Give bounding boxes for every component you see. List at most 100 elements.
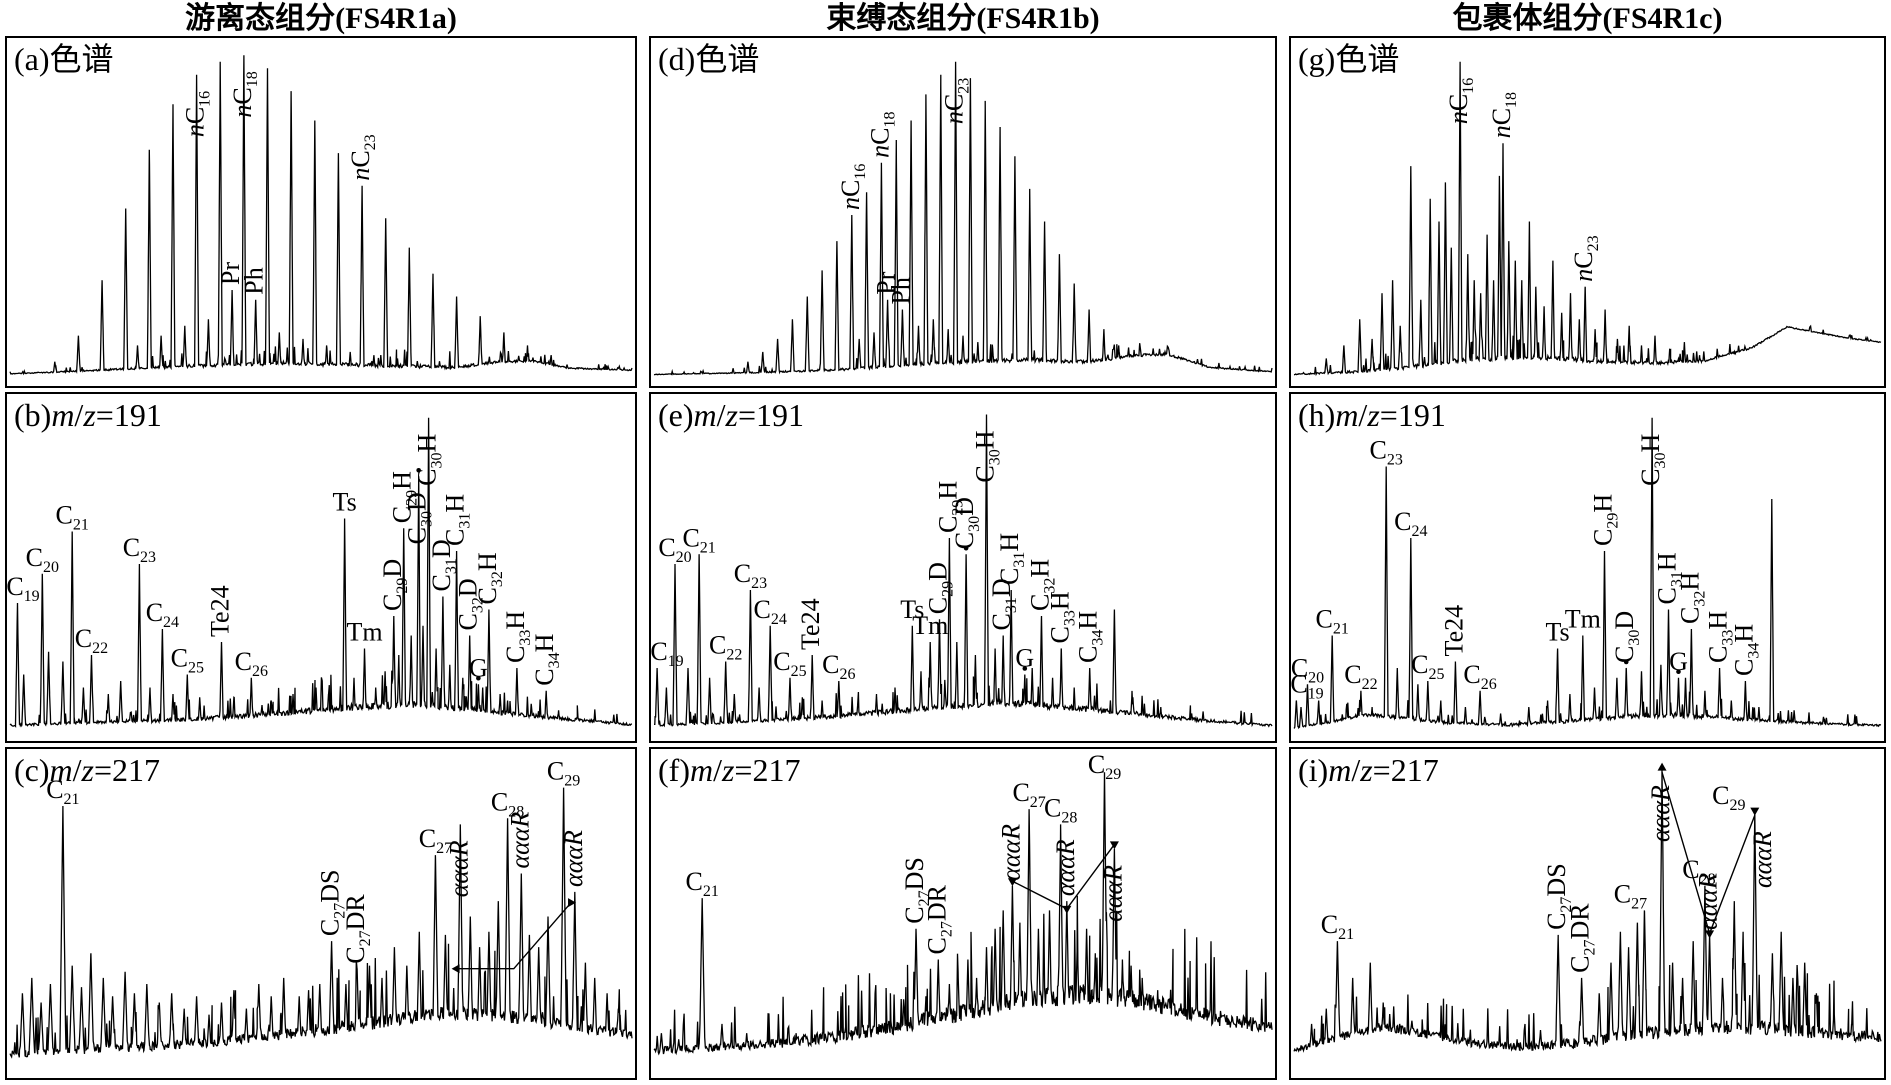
svg-text:(g)色谱: (g)色谱 xyxy=(1298,41,1399,77)
svg-text:C28: C28 xyxy=(491,787,524,820)
svg-text:C25: C25 xyxy=(1411,650,1444,683)
svg-text:C33H: C33H xyxy=(501,611,534,663)
svg-text:C27: C27 xyxy=(1614,879,1647,912)
svg-text:C25: C25 xyxy=(171,644,204,677)
panel-b-mz191-fragmentogram: C19 C20 C21 C22 C23 C24 C25 Te24 C26 Ts Tm C29D C29H… xyxy=(5,392,637,743)
svg-text:C33H: C33H xyxy=(1045,591,1078,643)
svg-text:C19: C19 xyxy=(1291,670,1324,703)
svg-text:C28: C28 xyxy=(1044,793,1077,826)
svg-text:C31H: C31H xyxy=(441,494,474,546)
svg-text:Ts: Ts xyxy=(333,488,357,517)
svg-text:C29D: C29D xyxy=(378,559,411,611)
svg-text:Tm: Tm xyxy=(346,618,382,647)
svg-text:Te24: Te24 xyxy=(205,585,234,637)
svg-text:nC16: nC16 xyxy=(836,164,869,210)
svg-text:C24: C24 xyxy=(1394,507,1427,540)
svg-text:C21: C21 xyxy=(682,523,715,556)
svg-text:C19: C19 xyxy=(7,572,40,605)
svg-text:C34H: C34H xyxy=(1729,624,1762,676)
svg-text:(c)m/z=217: (c)m/z=217 xyxy=(14,752,160,788)
trace-b xyxy=(9,417,633,728)
svg-text:C33H: C33H xyxy=(1704,611,1737,663)
trace-g xyxy=(1293,61,1882,377)
svg-text:(f)m/z=217: (f)m/z=217 xyxy=(658,752,800,788)
panel-f-mz217-fragmentogram: C21 C27DS C27DR αααR C27 C28 αααR C29 αααR (f)m/z… xyxy=(649,747,1277,1080)
svg-text:C26: C26 xyxy=(822,650,855,683)
svg-text:Ts: Ts xyxy=(900,595,924,624)
svg-text:C27DR: C27DR xyxy=(341,894,374,964)
svg-text:C29: C29 xyxy=(547,757,580,790)
svg-text:G: G xyxy=(1669,647,1688,676)
svg-text:αααR: αααR xyxy=(505,812,534,869)
trace-h xyxy=(1293,417,1882,730)
svg-text:C32H: C32H xyxy=(473,552,506,604)
svg-text:Ts: Ts xyxy=(1545,618,1569,647)
svg-text:C21: C21 xyxy=(56,501,89,534)
svg-text:αααR: αααR xyxy=(1748,831,1777,888)
svg-text:C27DR: C27DR xyxy=(922,884,955,954)
trace-f xyxy=(653,772,1273,1056)
svg-text:C30D: C30D xyxy=(403,492,436,544)
svg-text:C23: C23 xyxy=(734,559,767,592)
annotation-line xyxy=(456,902,572,970)
svg-text:C24: C24 xyxy=(146,598,179,631)
svg-text:C31H: C31H xyxy=(995,533,1028,585)
svg-text:C29D: C29D xyxy=(924,562,957,614)
svg-text:Ph: Ph xyxy=(240,267,269,294)
svg-text:Ph: Ph xyxy=(886,277,915,304)
svg-text:Te24: Te24 xyxy=(1439,605,1468,657)
panel-i-mz217-fragmentogram: C21 C27DS C27DR C27 αααR C28 αααR C29 αααR (i)m/z… xyxy=(1289,747,1886,1080)
panel-c-plot: C21C27DSC27DRC27αααRC28αααRC29αααR(c)m/z… xyxy=(9,752,633,1059)
svg-text:C20: C20 xyxy=(658,533,691,566)
svg-text:C32H: C32H xyxy=(1025,559,1058,611)
trace-d xyxy=(653,61,1273,376)
column-title-fs4r1b: 束缚态组分(FS4R1b) xyxy=(826,2,1100,35)
panel-i-plot: C21C27DSC27DRC27αααRC28αααRC29αααR(i)m/z… xyxy=(1293,752,1882,1053)
svg-text:nC18: nC18 xyxy=(1487,92,1520,138)
svg-text:C27DS: C27DS xyxy=(316,869,349,936)
panel-g-plot: nC16 nC18 nC23 (g)色谱 xyxy=(1293,41,1882,377)
svg-text:C27DS: C27DS xyxy=(900,857,933,924)
svg-text:nC18: nC18 xyxy=(228,71,261,117)
svg-text:(b)m/z=191: (b)m/z=191 xyxy=(14,397,162,433)
svg-text:C32D: C32D xyxy=(454,578,487,630)
trace-e xyxy=(654,414,1273,728)
svg-text:C27DR: C27DR xyxy=(1566,903,1599,973)
svg-text:nC23: nC23 xyxy=(940,78,973,124)
svg-text:Pr: Pr xyxy=(216,262,245,285)
svg-text:C20: C20 xyxy=(1291,653,1324,686)
svg-text:nC16: nC16 xyxy=(181,91,214,137)
column-free-fraction: 游离态组分(FS4R1a) nC16 nC18 nC23 Pr Ph (a)色谱 C19 C… xyxy=(5,0,637,1084)
svg-text:C22: C22 xyxy=(75,624,108,657)
column-bound-fraction: 束缚态组分(FS4R1b) nC16 nC18 nC23 Pr Ph (d)色谱 C19 C… xyxy=(649,0,1277,1084)
svg-text:(e)m/z=191: (e)m/z=191 xyxy=(658,397,804,433)
svg-text:C30H: C30H xyxy=(970,430,1003,482)
svg-text:C29: C29 xyxy=(1088,750,1121,783)
panel-h-mz191-fragmentogram: C19 C20 C21 C22 C23 C24 C25 Te24 C26 Ts Tm C29H C30D… xyxy=(1289,392,1886,743)
svg-text:C27: C27 xyxy=(1012,778,1045,811)
panel-c-mz217-fragmentogram: C21 C27DS C27DR C27 αααR C28 αααR C29 αααR (c)m/z… xyxy=(5,747,637,1080)
panel-e-mz191-fragmentogram: C19 C20 C21 C22 C23 C24 C25 Te24 C26 Ts Tm C29D C29H… xyxy=(649,392,1277,743)
svg-text:(h)m/z=191: (h)m/z=191 xyxy=(1298,397,1446,433)
trace-a xyxy=(9,55,633,376)
svg-text:C29H: C29H xyxy=(1589,494,1622,546)
svg-text:nC16: nC16 xyxy=(1444,78,1477,124)
svg-text:C23: C23 xyxy=(123,533,156,566)
svg-text:αααR: αααR xyxy=(1694,873,1723,930)
svg-text:C31H: C31H xyxy=(1653,552,1686,604)
svg-text:αααR: αααR xyxy=(559,830,588,887)
svg-text:G: G xyxy=(1015,644,1034,673)
svg-text:C29H: C29H xyxy=(933,481,966,533)
trace-i xyxy=(1293,769,1882,1053)
svg-text:C30D: C30D xyxy=(950,497,983,549)
svg-text:(i)m/z=217: (i)m/z=217 xyxy=(1298,752,1439,788)
trace-c xyxy=(9,787,633,1059)
panel-d-gc-chromatogram: nC16 nC18 nC23 Pr Ph (d)色谱 xyxy=(649,36,1277,388)
svg-text:C22: C22 xyxy=(1344,660,1377,693)
svg-text:C23: C23 xyxy=(1369,436,1402,469)
svg-text:C32H: C32H xyxy=(1675,572,1708,624)
